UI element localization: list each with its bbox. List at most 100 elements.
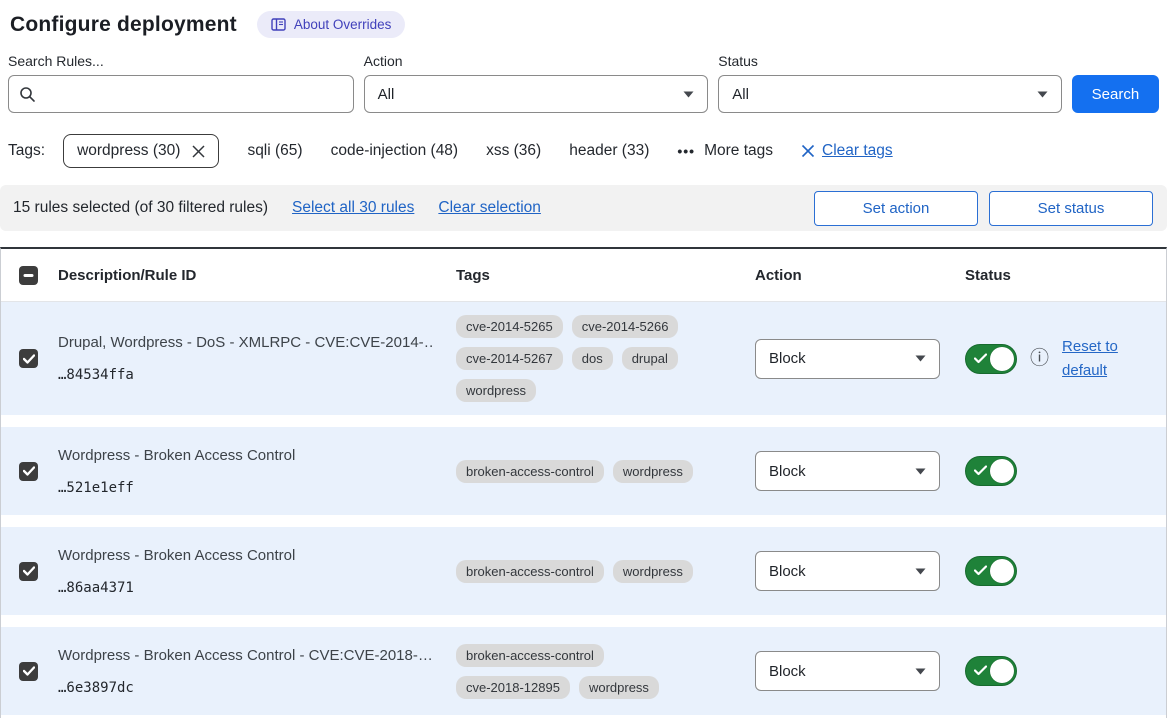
rule-status-cell: [951, 656, 1166, 686]
row-checkbox-checked[interactable]: [19, 561, 38, 581]
column-header-description: Description/Rule ID: [58, 266, 197, 284]
rule-id: …6e3897dc: [58, 679, 134, 696]
rule-action-cell: Block: [746, 338, 951, 379]
action-select-value: Block: [769, 562, 806, 580]
selected-tag-wordpress[interactable]: wordpress (30): [63, 134, 220, 168]
action-select[interactable]: Block: [755, 451, 940, 491]
rule-status-cell: ⓘ Reset to default: [951, 335, 1166, 383]
column-header-status: Status: [965, 266, 1011, 284]
chevron-down-icon: [915, 568, 926, 575]
rule-tags-cell: cve-2014-5265 cve-2014-5266 cve-2014-526…: [447, 315, 746, 402]
about-overrides-badge[interactable]: About Overrides: [256, 11, 406, 38]
status-filter-select[interactable]: All: [718, 75, 1062, 113]
select-all-link[interactable]: Select all 30 rules: [292, 199, 415, 216]
status-filter: Status All: [718, 53, 1062, 113]
row-checkbox-cell: [1, 349, 49, 368]
search-rules-input[interactable]: [45, 85, 343, 103]
rule-id: …84534ffa: [58, 367, 134, 383]
tag-pill: dos: [571, 347, 613, 370]
selection-summary: 15 rules selected (of 30 filtered rules): [13, 199, 269, 216]
tag-pill: wordpress: [456, 379, 536, 402]
tags-bar: Tags: wordpress (30) sqli (65) code-inje…: [0, 134, 1167, 168]
table-header-row: Description/Rule ID Tags Action Status: [1, 249, 1166, 302]
status-filter-label: Status: [718, 53, 758, 69]
tag-pill: wordpress: [578, 675, 659, 699]
rule-action-cell: Block: [746, 551, 951, 591]
tag-pill: wordpress: [612, 459, 693, 483]
tag-pill: broken-access-control: [456, 559, 604, 583]
tag-option-header[interactable]: header (33): [569, 142, 650, 159]
status-toggle-on[interactable]: [965, 456, 1017, 486]
status-toggle-on[interactable]: [965, 656, 1017, 686]
tag-pill: cve-2018-12895: [456, 675, 570, 699]
tag-option-code-injection[interactable]: code-injection (48): [330, 142, 459, 159]
action-filter-select[interactable]: All: [363, 75, 709, 113]
about-overrides-label: About Overrides: [293, 17, 392, 32]
rule-id: …86aa4371: [58, 579, 134, 596]
table-row: Wordpress - Broken Access Control …86aa4…: [1, 527, 1166, 615]
status-toggle-on[interactable]: [965, 343, 1017, 374]
clear-icon: [801, 144, 815, 158]
search-rules-filter: Search Rules...: [8, 53, 354, 113]
clear-selection-link[interactable]: Clear selection: [438, 199, 541, 216]
selection-bar: 15 rules selected (of 30 filtered rules)…: [0, 185, 1167, 231]
action-filter-label: Action: [363, 53, 403, 69]
action-select-value: Block: [769, 662, 806, 680]
rule-status-cell: [951, 556, 1166, 586]
toggle-knob: [990, 559, 1014, 583]
rule-description: Wordpress - Broken Access Control - CVE:…: [58, 646, 433, 664]
action-select[interactable]: Block: [755, 551, 940, 591]
row-checkbox-checked[interactable]: [19, 661, 38, 681]
rule-description-cell: Wordpress - Broken Access Control …521e1…: [49, 447, 447, 496]
action-select-value: Block: [769, 462, 806, 480]
row-checkbox-cell: [1, 461, 49, 481]
clear-tags-link[interactable]: Clear tags: [801, 142, 893, 160]
search-rules-inputbox: [8, 75, 354, 113]
table-row: Wordpress - Broken Access Control - CVE:…: [1, 627, 1166, 715]
toggle-knob: [990, 459, 1014, 483]
info-icon[interactable]: ⓘ: [1030, 348, 1050, 369]
action-select[interactable]: Block: [755, 338, 940, 379]
rule-description: Drupal, Wordpress - DoS - XMLRPC - CVE:C…: [58, 334, 433, 351]
toggle-knob: [990, 659, 1014, 683]
chevron-down-icon: [1037, 91, 1048, 98]
close-icon[interactable]: [192, 144, 205, 158]
clear-tags-label: Clear tags: [822, 142, 893, 159]
page-header: Configure deployment About Overrides: [0, 0, 1167, 38]
action-select-value: Block: [769, 350, 806, 367]
tag-option-xss[interactable]: xss (36): [486, 142, 542, 159]
reset-to-default-link[interactable]: Reset to default: [1062, 337, 1118, 379]
row-checkbox-cell: [1, 561, 49, 581]
row-checkbox-checked[interactable]: [19, 461, 38, 481]
chevron-down-icon: [915, 355, 926, 362]
more-tags-label: More tags: [704, 142, 773, 159]
chevron-down-icon: [915, 668, 926, 675]
chevron-down-icon: [915, 468, 926, 475]
ellipsis-icon: •••: [677, 143, 696, 159]
rule-description-cell: Drupal, Wordpress - DoS - XMLRPC - CVE:C…: [49, 334, 447, 383]
set-action-button[interactable]: Set action: [814, 190, 978, 226]
tag-pill: wordpress: [612, 559, 693, 583]
search-rules-label: Search Rules...: [8, 53, 104, 69]
tag-option-sqli[interactable]: sqli (65): [247, 142, 303, 159]
rule-action-cell: Block: [746, 651, 951, 691]
table-row: Wordpress - Broken Access Control …521e1…: [1, 427, 1166, 515]
select-all-checkbox-indeterminate[interactable]: [19, 265, 38, 285]
column-header-action: Action: [755, 266, 802, 284]
book-icon: [271, 18, 286, 31]
rule-description: Wordpress - Broken Access Control: [58, 446, 296, 464]
row-checkbox-checked[interactable]: [19, 349, 38, 368]
set-status-button[interactable]: Set status: [989, 190, 1153, 226]
more-tags-button[interactable]: ••• More tags: [677, 142, 773, 160]
search-icon: [19, 86, 36, 103]
action-select[interactable]: Block: [755, 651, 940, 691]
table-row: Drupal, Wordpress - DoS - XMLRPC - CVE:C…: [1, 302, 1166, 415]
tag-pill: cve-2014-5266: [571, 315, 679, 338]
status-toggle-on[interactable]: [965, 556, 1017, 586]
search-button[interactable]: Search: [1071, 75, 1159, 113]
rule-tags-cell: broken-access-control cve-2018-12895 wor…: [447, 643, 746, 699]
tag-pill: cve-2014-5265: [456, 315, 563, 338]
tag-pill: broken-access-control: [456, 459, 604, 483]
tags-label: Tags:: [8, 142, 46, 159]
